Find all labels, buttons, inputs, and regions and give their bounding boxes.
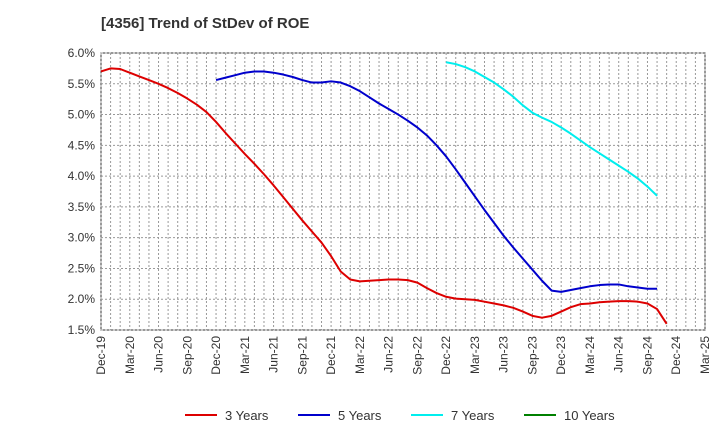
x-tick-label: Dec-20: [209, 336, 223, 375]
x-tick-label: Dec-21: [324, 336, 338, 375]
x-tick-label: Mar-24: [583, 336, 597, 374]
y-tick-label: 4.0%: [68, 169, 96, 183]
y-tick-label: 5.5%: [68, 77, 96, 91]
x-axis: Dec-19 Mar-20 Jun-20 Sep-20 Dec-20 Mar-21 Jun-…: [94, 336, 712, 375]
y-tick-label: 1.5%: [68, 323, 96, 337]
x-tick-label: Jun-24: [612, 336, 626, 373]
x-tick-label: Jun-22: [382, 336, 396, 373]
x-tick-label: Mar-23: [468, 336, 482, 374]
x-tick-label: Jun-21: [267, 336, 281, 373]
y-tick-label: 6.0%: [68, 46, 96, 60]
x-tick-label: Dec-24: [669, 336, 683, 375]
x-tick-label: Sep-24: [640, 336, 654, 375]
y-axis: 1.5% 2.0% 2.5% 3.0% 3.5% 4.0% 4.5% 5.0% 5.5% 6.0%: [68, 46, 96, 337]
legend-label: 7 Years: [451, 408, 495, 423]
x-tick-label: Jun-20: [152, 336, 166, 373]
x-tick-label: Sep-22: [410, 336, 424, 375]
legend: 3 Years 5 Years 7 Years 10 Years: [185, 408, 615, 423]
x-tick-label: Dec-22: [439, 336, 453, 375]
y-tick-label: 4.5%: [68, 138, 96, 152]
chart-title: [4356] Trend of StDev of ROE: [101, 15, 309, 32]
series-line-7-years: [445, 61, 658, 197]
y-tick-label: 5.0%: [68, 108, 96, 122]
x-tick-label: Sep-21: [295, 336, 309, 375]
grid: [100, 52, 706, 331]
legend-label: 10 Years: [564, 408, 615, 423]
x-tick-label: Sep-20: [180, 336, 194, 375]
x-tick-label: Mar-25: [698, 336, 712, 374]
y-tick-label: 3.5%: [68, 200, 96, 214]
x-tick-label: Mar-20: [123, 336, 137, 374]
x-tick-label: Sep-23: [525, 336, 539, 375]
y-tick-label: 3.0%: [68, 231, 96, 245]
x-tick-label: Dec-19: [94, 336, 108, 375]
legend-label: 3 Years: [225, 408, 269, 423]
x-tick-label: Mar-22: [353, 336, 367, 374]
series-line-3-years: [100, 67, 668, 325]
x-tick-label: Dec-23: [554, 336, 568, 375]
y-tick-label: 2.0%: [68, 292, 96, 306]
legend-label: 5 Years: [338, 408, 382, 423]
x-tick-label: Jun-23: [497, 336, 511, 373]
series-line-5-years: [215, 70, 658, 293]
y-tick-label: 2.5%: [68, 261, 96, 275]
x-tick-label: Mar-21: [238, 336, 252, 374]
series-lines: [100, 61, 668, 325]
plot-area: [100, 52, 706, 331]
